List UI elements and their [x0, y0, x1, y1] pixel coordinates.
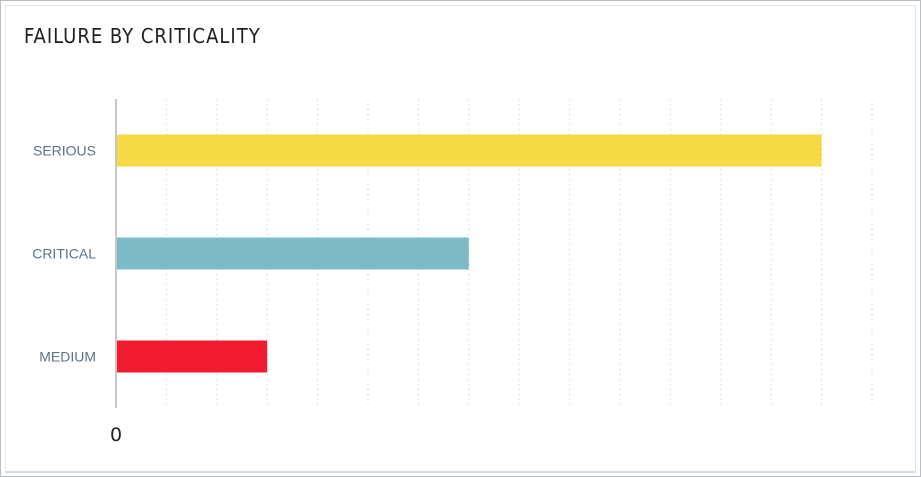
bar-critical [117, 237, 469, 270]
bar-serious [117, 134, 822, 167]
bar-medium [117, 340, 268, 373]
category-label-critical: CRITICAL [32, 246, 96, 262]
category-label-serious: SERIOUS [33, 143, 96, 159]
chart-title: FAILURE BY CRITICALITY [24, 24, 261, 48]
chart-card-inner [5, 5, 916, 473]
category-label-medium: MEDIUM [39, 349, 96, 365]
x-tick-label: 0 [110, 424, 122, 446]
